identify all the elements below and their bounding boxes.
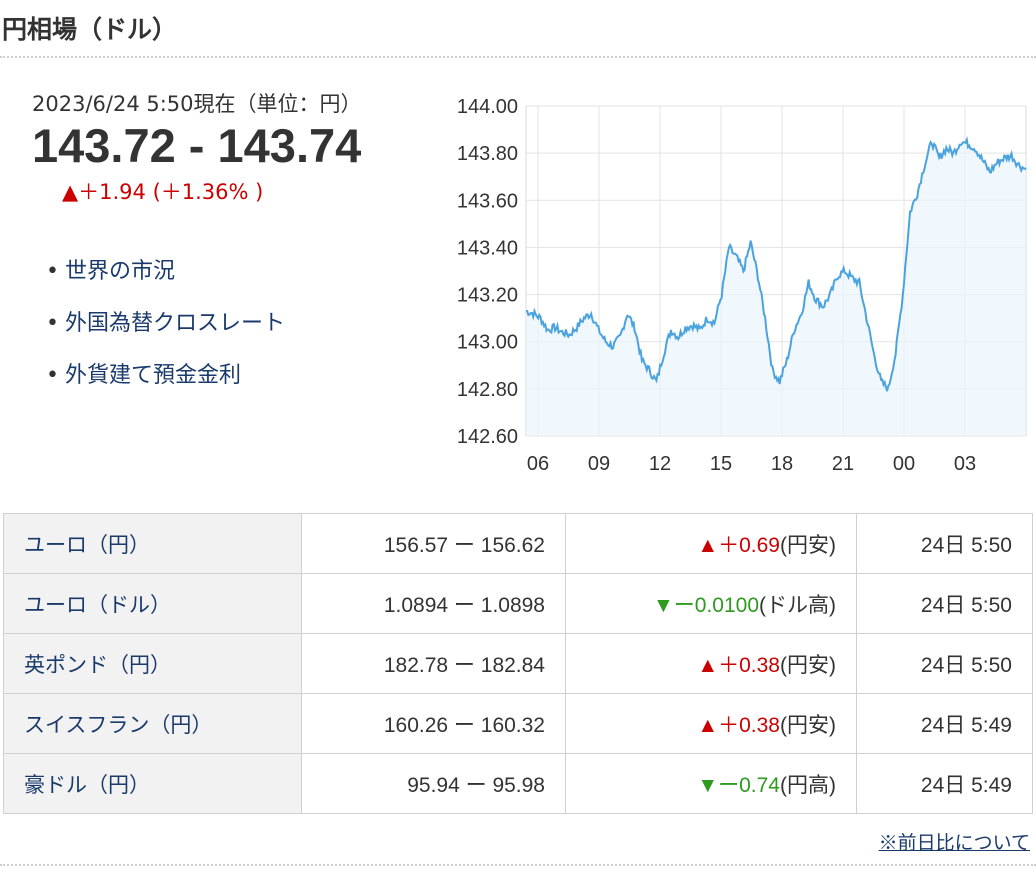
change-suffix: (円安) (780, 713, 836, 737)
related-links: • 世界の市況 • 外国為替クロスレート • 外貨建て預金金利 (46, 255, 285, 411)
cross-rates-table: ユーロ（円） 156.57 ー 156.62 ▲＋0.69(円安) 24日 5:… (3, 513, 1033, 814)
change-value: ▲＋0.38 (697, 653, 780, 677)
currency-link[interactable]: ユーロ（ドル） (24, 593, 171, 617)
usd-jpy-chart: 144.00 143.80 143.60 143.40 143.20 143.00 142.… (457, 96, 1027, 475)
table-row: ユーロ（円） 156.57 ー 156.62 ▲＋0.69(円安) 24日 5:… (3, 513, 1033, 574)
quote-timestamp: 2023/6/24 5:50現在（単位：円） (32, 92, 362, 116)
rate-cell: 160.26 ー 160.32 (301, 693, 566, 754)
bullet-icon: • (46, 363, 59, 388)
y-tick-label: 143.40 (457, 237, 518, 259)
link-item: • 外貨建て預金金利 (46, 359, 285, 393)
currency-name: 英ポンド（円） (3, 633, 302, 694)
chart-series-line (525, 135, 1027, 392)
change-value: ▼ー0.74 (697, 773, 780, 797)
link-item: • 外国為替クロスレート (46, 307, 285, 341)
change-cell: ▲＋0.38(円安) (565, 693, 857, 754)
page-title: 円相場（ドル） (2, 15, 178, 44)
table-row: 英ポンド（円） 182.78 ー 182.84 ▲＋0.38(円安) 24日 5… (3, 633, 1033, 694)
time-cell: 24日 5:50 (856, 573, 1033, 634)
y-tick-label: 143.00 (457, 332, 518, 354)
time-cell: 24日 5:50 (856, 633, 1033, 694)
y-tick-label: 143.80 (457, 143, 518, 165)
currency-name: ユーロ（円） (3, 513, 302, 574)
quote-panel: 2023/6/24 5:50現在（単位：円） 143.72 - 143.74 ▲… (32, 88, 432, 206)
change-cell: ▲＋0.69(円安) (565, 513, 857, 574)
rate-cell: 95.94 ー 95.98 (301, 753, 566, 814)
link-deposit-rates[interactable]: 外貨建て預金金利 (64, 363, 241, 388)
y-tick-label: 142.80 (457, 379, 518, 401)
currency-name: ユーロ（ドル） (3, 573, 302, 634)
table-row: スイスフラン（円） 160.26 ー 160.32 ▲＋0.38(円安) 24日… (3, 693, 1033, 754)
change-suffix: (円安) (780, 653, 836, 677)
x-tick-label: 09 (588, 453, 610, 475)
currency-link[interactable]: スイスフラン（円） (24, 713, 213, 737)
y-tick-label: 142.60 (457, 426, 518, 448)
time-cell: 24日 5:49 (856, 753, 1033, 814)
page-header: 円相場（ドル） (0, 0, 1036, 58)
rate-cell: 156.57 ー 156.62 (301, 513, 566, 574)
y-tick-label: 143.60 (457, 190, 518, 212)
change-suffix: (円安) (780, 533, 836, 557)
x-tick-label: 12 (649, 453, 671, 475)
x-tick-label: 06 (527, 453, 549, 475)
currency-name: スイスフラン（円） (3, 693, 302, 754)
link-cross-rates[interactable]: 外国為替クロスレート (64, 311, 285, 336)
change-note-link[interactable]: ※前日比について (878, 833, 1030, 854)
x-tick-label: 03 (954, 453, 976, 475)
x-tick-label: 21 (832, 453, 854, 475)
change-value: ▲＋0.69 (697, 533, 780, 557)
currency-link[interactable]: ユーロ（円） (24, 533, 150, 557)
change-suffix: (円高) (780, 773, 836, 797)
currency-name: 豪ドル（円） (3, 753, 302, 814)
currency-link[interactable]: 豪ドル（円） (24, 773, 150, 797)
rate-cell: 182.78 ー 182.84 (301, 633, 566, 694)
bullet-icon: • (46, 311, 59, 336)
change-value: ▼ー0.0100 (652, 593, 759, 617)
rate-cell: 1.0894 ー 1.0898 (301, 573, 566, 634)
link-world-markets[interactable]: 世界の市況 (64, 259, 175, 284)
x-tick-label: 00 (893, 453, 915, 475)
change-value: ▲＋0.38 (697, 713, 780, 737)
change-cell: ▼ー0.74(円高) (565, 753, 857, 814)
quote-rate: 143.72 - 143.74 (32, 119, 362, 172)
table-row: 豪ドル（円） 95.94 ー 95.98 ▼ー0.74(円高) 24日 5:49 (3, 753, 1033, 814)
chart-area-fill (526, 139, 1026, 436)
bottom-divider (0, 864, 1036, 866)
x-tick-label: 18 (771, 453, 793, 475)
y-tick-label: 143.20 (457, 285, 518, 307)
x-axis-labels: 06 09 12 15 18 21 00 03 (527, 453, 976, 475)
change-cell: ▲＋0.38(円安) (565, 633, 857, 694)
currency-link[interactable]: 英ポンド（円） (24, 653, 171, 677)
change-suffix: (ドル高) (759, 593, 836, 617)
change-cell: ▼ー0.0100(ドル高) (565, 573, 857, 634)
quote-change: ▲＋1.94 (＋1.36% ) (62, 180, 264, 204)
bullet-icon: • (46, 259, 59, 284)
y-tick-label: 144.00 (457, 96, 518, 118)
link-item: • 世界の市況 (46, 255, 285, 289)
x-tick-label: 15 (710, 453, 732, 475)
time-cell: 24日 5:50 (856, 513, 1033, 574)
time-cell: 24日 5:49 (856, 693, 1033, 754)
table-row: ユーロ（ドル） 1.0894 ー 1.0898 ▼ー0.0100(ドル高) 24… (3, 573, 1033, 634)
y-axis-labels: 144.00 143.80 143.60 143.40 143.20 143.00 142.… (457, 96, 518, 448)
